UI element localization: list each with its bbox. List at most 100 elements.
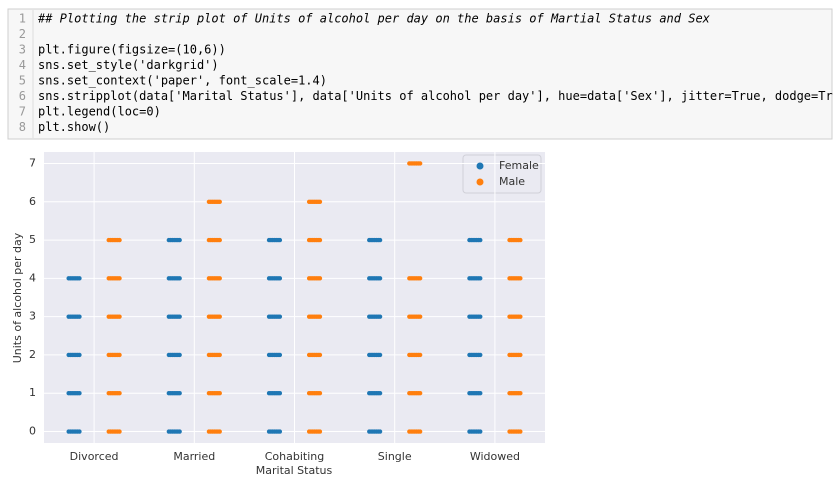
point: [377, 352, 383, 358]
point: [317, 314, 323, 319]
point: [478, 429, 483, 434]
x-tick-label: Divorced: [70, 450, 119, 463]
point: [117, 352, 122, 358]
strip-points: [66, 314, 82, 319]
point: [478, 314, 483, 319]
point: [77, 314, 82, 319]
strip-points: [407, 161, 423, 166]
line-number: 5: [19, 74, 26, 88]
strip-points: [266, 314, 283, 319]
y-tick-label: 0: [29, 425, 36, 438]
point: [217, 314, 222, 319]
strip-points: [206, 276, 222, 281]
strip-points: [106, 352, 122, 358]
point: [317, 352, 323, 358]
x-axis-label: Marital Status: [256, 464, 333, 477]
strip-points: [467, 391, 483, 396]
strip-points: [166, 314, 182, 319]
strip-points: [507, 314, 523, 319]
point: [417, 276, 423, 281]
code-cell[interactable]: [7, 8, 833, 140]
point: [377, 391, 383, 396]
point: [377, 429, 383, 434]
point: [217, 429, 222, 434]
point: [177, 429, 182, 434]
point: [117, 314, 122, 319]
strip-points: [266, 352, 283, 358]
x-tick-label: Cohabiting: [265, 450, 325, 463]
point: [177, 391, 182, 396]
code-line: plt.legend(loc=0): [38, 105, 161, 119]
strip-points: [507, 237, 523, 243]
point: [217, 391, 222, 396]
strip-points: [367, 276, 383, 281]
strip-points: [306, 276, 323, 281]
legend-marker: [476, 178, 484, 186]
strip-points: [507, 276, 523, 281]
strip-points: [266, 429, 283, 434]
line-number: 6: [19, 89, 26, 103]
strip-points: [367, 237, 383, 243]
line-number: 1: [19, 12, 26, 26]
code-line: sns.set_context('paper', font_scale=1.4): [38, 74, 327, 88]
point: [417, 161, 423, 166]
strip-points: [507, 352, 523, 358]
strip-points: [407, 314, 423, 319]
point: [177, 314, 182, 319]
point: [277, 352, 283, 358]
strip-points: [407, 276, 423, 281]
strip-points: [166, 276, 182, 281]
point: [117, 391, 122, 396]
strip-points: [407, 352, 423, 358]
point: [277, 237, 283, 243]
strip-points: [206, 237, 222, 243]
point: [518, 391, 523, 396]
point: [277, 429, 283, 434]
point: [177, 276, 182, 281]
strip-points: [306, 429, 323, 434]
strip-points: [166, 352, 182, 358]
point: [317, 199, 323, 204]
x-tick-label: Single: [378, 450, 412, 463]
point: [417, 391, 423, 396]
x-tick-label: Widowed: [470, 450, 520, 463]
strip-points: [106, 429, 122, 434]
strip-points: [66, 429, 82, 434]
strip-points: [206, 391, 222, 396]
point: [177, 352, 182, 358]
strip-points: [306, 314, 323, 319]
point: [417, 352, 423, 358]
strip-points: [407, 391, 423, 396]
strip-points: [507, 429, 523, 434]
line-number: 2: [19, 27, 26, 41]
strip-points: [467, 352, 483, 358]
point: [377, 237, 383, 243]
point: [77, 429, 82, 434]
point: [518, 276, 523, 281]
point: [77, 276, 82, 281]
point: [77, 391, 82, 396]
point: [478, 352, 483, 358]
point: [417, 314, 423, 319]
strip-points: [367, 391, 383, 396]
strip-points: [206, 314, 222, 319]
strip-points: [306, 352, 323, 358]
strip-points: [166, 429, 182, 434]
point: [317, 276, 323, 281]
strip-points: [206, 199, 222, 204]
code-line: sns.set_style('darkgrid'): [38, 58, 219, 72]
point: [518, 352, 523, 358]
strip-points: [407, 429, 423, 434]
point: [277, 276, 283, 281]
y-tick-label: 1: [29, 386, 36, 399]
strip-points: [266, 391, 283, 396]
strip-points: [166, 391, 182, 396]
strip-points: [206, 352, 222, 358]
line-number: 7: [19, 105, 26, 119]
strip-points: [106, 237, 122, 243]
strip-points: [306, 237, 323, 243]
point: [217, 199, 222, 204]
strip-points: [66, 391, 82, 396]
point: [177, 237, 182, 243]
point: [478, 276, 483, 281]
